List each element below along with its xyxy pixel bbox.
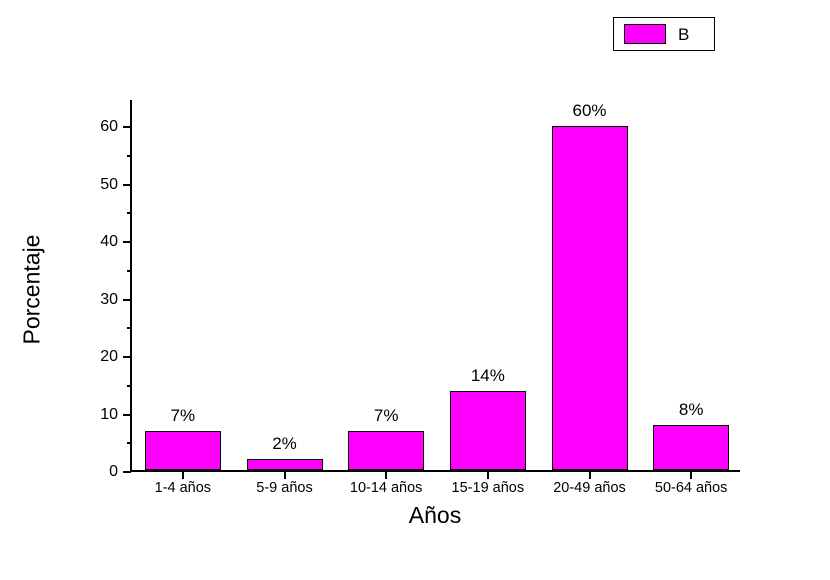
y-axis-minor-tick [127, 269, 131, 272]
legend: B [613, 17, 715, 51]
bar-value-label: 7% [170, 405, 196, 425]
y-axis-minor-tick [127, 212, 131, 215]
x-axis-tick-label: 15-19 años [451, 480, 525, 496]
x-axis-tick-label: 50-64 años [654, 480, 728, 496]
x-axis-tick [385, 472, 388, 479]
x-axis-tick [588, 472, 591, 479]
x-axis-tick-label: 1-4 años [154, 480, 212, 496]
x-axis-tick [181, 472, 184, 479]
y-axis-major-tick [123, 471, 131, 473]
y-axis-tick-label: 40 [100, 233, 118, 250]
plot-area: 0 10 20 30 40 50 60 7% 1-4 años 2% 5-9 años 7% 10-14… [100, 100, 740, 496]
x-axis-tick-label: 5-9 años [256, 480, 313, 496]
x-axis-title: Años [408, 502, 462, 528]
x-axis-tick [690, 472, 693, 479]
x-axis-tick-label: 10-14 años [349, 480, 423, 496]
bar-value-label: 7% [373, 405, 399, 425]
y-axis-tick-label: 10 [100, 405, 118, 423]
y-axis-title: Porcentaje [18, 234, 45, 345]
y-axis-tick-label: 20 [100, 348, 118, 365]
y-axis-major-tick [123, 356, 131, 358]
y-axis-major-tick [123, 126, 131, 129]
y-axis-major-tick [123, 183, 131, 186]
y-axis-minor-tick [127, 442, 131, 445]
y-axis-tick-label: 50 [100, 175, 118, 193]
legend-label: B [678, 24, 690, 44]
legend-swatch [624, 24, 666, 44]
bar [246, 459, 323, 470]
y-axis-tick-label: 30 [100, 290, 118, 308]
bar-value-label: 2% [272, 434, 297, 454]
bar [348, 430, 425, 470]
y-axis-minor-tick [127, 327, 131, 330]
x-axis-tick [486, 472, 489, 479]
y-axis-minor-tick [127, 154, 131, 157]
y-axis-minor-tick [127, 384, 131, 387]
bar [144, 430, 221, 470]
bar [449, 391, 526, 470]
y-axis-tick-label: 0 [109, 463, 118, 480]
bar-value-label: 14% [470, 366, 505, 386]
bar-value-label: 60% [572, 100, 607, 120]
x-axis-tick [283, 472, 286, 479]
bar-value-label: 8% [678, 399, 704, 419]
y-axis-major-tick [123, 298, 131, 301]
y-axis-major-tick [123, 241, 131, 243]
y-axis-tick-label: 60 [100, 118, 118, 136]
y-axis-major-tick [123, 413, 131, 416]
bar [551, 125, 628, 470]
bar [653, 424, 730, 470]
x-axis-tick-label: 20-49 años [553, 480, 626, 496]
